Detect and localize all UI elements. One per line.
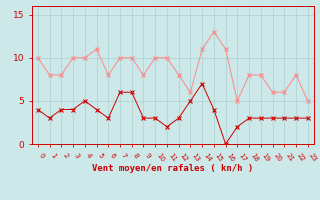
- X-axis label: Vent moyen/en rafales ( kn/h ): Vent moyen/en rafales ( kn/h ): [92, 164, 253, 173]
